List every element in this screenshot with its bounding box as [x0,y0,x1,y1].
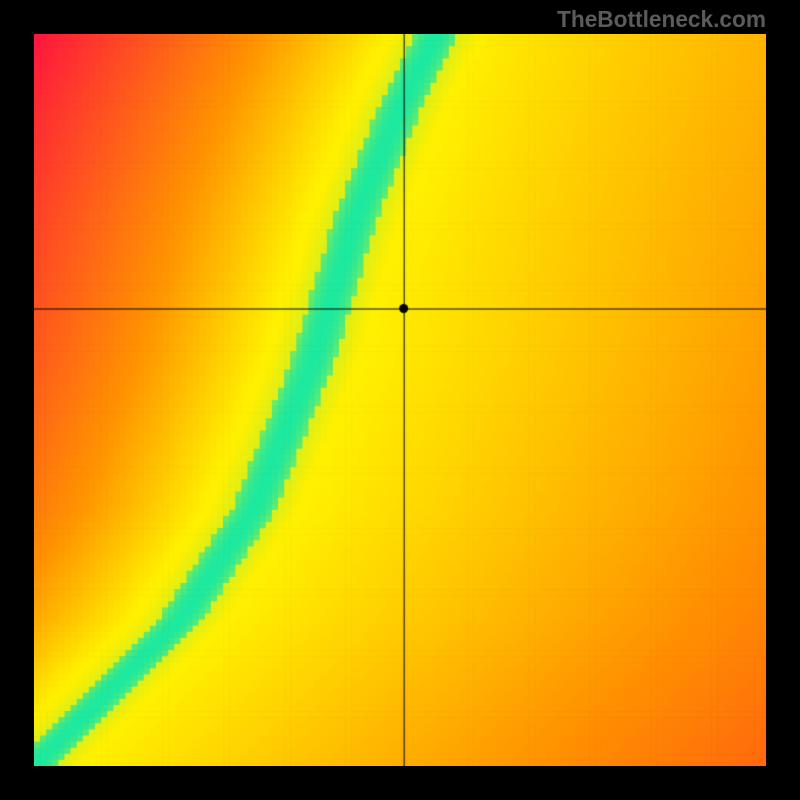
watermark-label: TheBottleneck.com [557,6,766,33]
chart-container: TheBottleneck.com [0,0,800,800]
bottleneck-heatmap [34,34,766,766]
